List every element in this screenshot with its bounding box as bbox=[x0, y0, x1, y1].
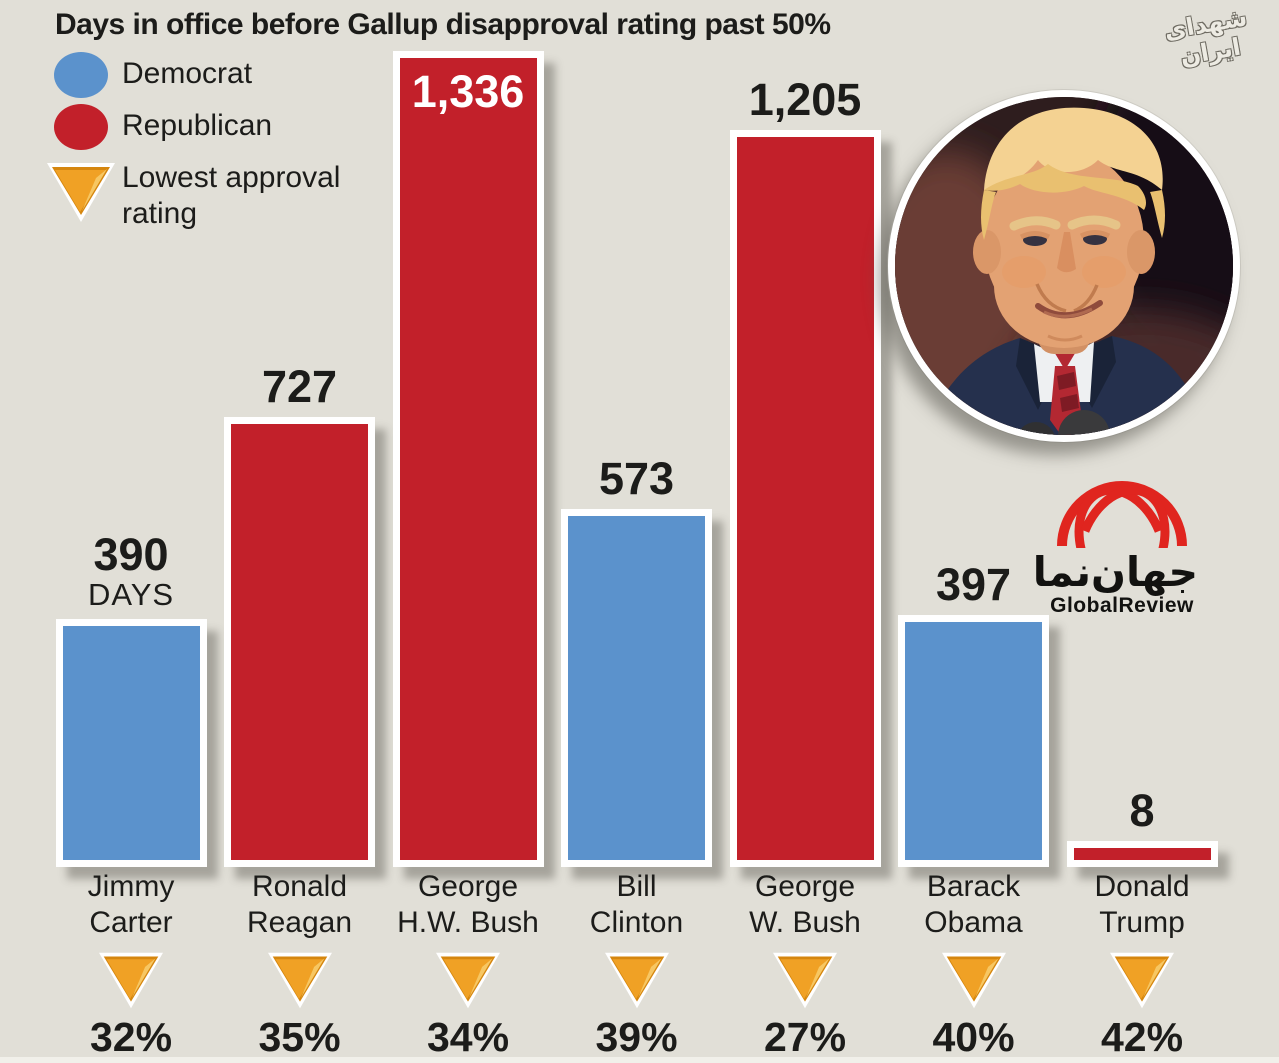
lowest-approval-marker-icon bbox=[431, 948, 505, 1017]
lowest-approval-percentage: 35% bbox=[258, 1014, 341, 1060]
lowest-approval-marker-icon bbox=[94, 948, 168, 1017]
republican-legend-label: Republican bbox=[122, 109, 273, 142]
lowest-approval-percentage: 34% bbox=[426, 1014, 510, 1060]
lowest-approval-marker-icon bbox=[768, 948, 842, 1017]
chart-title: Days in office before Gallup disapproval… bbox=[55, 8, 831, 41]
globalreview-logo: جهان‌نما GlobalReview bbox=[1032, 478, 1198, 618]
trump-photo bbox=[888, 90, 1240, 442]
president-name-line2: Trump bbox=[1099, 906, 1185, 939]
president-name-line2: Carter bbox=[89, 906, 173, 939]
lowest-approval-marker-icon bbox=[263, 948, 337, 1017]
president-name-line1: Donald bbox=[1094, 870, 1190, 903]
lowest-approval-percentage: 27% bbox=[763, 1014, 847, 1060]
republican-legend-swatch bbox=[54, 104, 108, 150]
lowest-approval-marker-icon bbox=[1105, 948, 1179, 1017]
bar-value-label: 390 DAYS bbox=[36, 532, 226, 612]
bar-value-label: 1,336 bbox=[411, 66, 525, 117]
president-name: Bill Clinton bbox=[542, 869, 732, 941]
lowest-approval-percentage: 39% bbox=[595, 1014, 678, 1060]
bar-value-label: 573 bbox=[598, 453, 675, 504]
globe-icon bbox=[1057, 481, 1187, 563]
bar-value-label: 727 bbox=[261, 361, 338, 412]
bar-value-label: 1,205 bbox=[748, 74, 862, 125]
bar-george-wbush bbox=[729, 130, 881, 867]
president-name: Ronald Reagan bbox=[205, 869, 395, 941]
lowest-approval-percentage: 40% bbox=[932, 1014, 1015, 1060]
bottom-border-strip bbox=[0, 1057, 1279, 1063]
lowest-approval-line1: Lowest approval bbox=[122, 161, 341, 194]
bar-jimmy-carter bbox=[55, 619, 207, 867]
president-name: Jimmy Carter bbox=[36, 869, 226, 941]
bar-ronald-reagan bbox=[224, 417, 375, 867]
bar-donald-trump bbox=[1066, 841, 1218, 867]
president-name-line1: Barack bbox=[926, 870, 1021, 903]
lowest-approval-marker-icon bbox=[937, 948, 1011, 1017]
lowest-approval-triangle-icon bbox=[44, 158, 118, 231]
president-name-line2: H.W. Bush bbox=[397, 906, 539, 939]
president-name: George W. Bush bbox=[710, 869, 900, 941]
president-name-line2: Obama bbox=[924, 906, 1023, 939]
president-name-line1: George bbox=[417, 870, 519, 903]
watermark-text: شهدای ایران bbox=[1162, 3, 1250, 71]
days-unit-label: DAYS bbox=[87, 577, 175, 612]
president-name-line2: Reagan bbox=[246, 906, 353, 939]
president-name: Donald Trump bbox=[1047, 869, 1237, 941]
lowest-approval-legend-label: Lowest approval rating bbox=[122, 160, 340, 232]
trump-portrait-illustration bbox=[895, 97, 1233, 435]
democrat-legend-label: Democrat bbox=[122, 57, 253, 90]
president-name-line1: George bbox=[754, 870, 856, 903]
bar-value-label: 397 bbox=[935, 559, 1012, 610]
logo-persian-name: جهان‌نما bbox=[1032, 548, 1198, 596]
president-name: Barack Obama bbox=[879, 869, 1069, 941]
lowest-approval-marker-icon bbox=[600, 948, 674, 1017]
bar-barack-obama bbox=[898, 615, 1049, 867]
logo-latin-name: GlobalReview bbox=[1050, 594, 1194, 617]
bar-george-hwbush bbox=[392, 51, 544, 867]
president-name-line2: Clinton bbox=[589, 906, 684, 939]
lowest-approval-line2: rating bbox=[122, 197, 198, 230]
lowest-approval-percentage: 42% bbox=[1100, 1014, 1184, 1060]
lowest-approval-percentage: 32% bbox=[89, 1014, 173, 1060]
president-name: George H.W. Bush bbox=[373, 869, 563, 941]
president-name-line2: W. Bush bbox=[749, 906, 861, 939]
president-name-line1: Ronald bbox=[251, 870, 348, 903]
democrat-legend-swatch bbox=[54, 52, 108, 98]
president-name-line1: Bill bbox=[616, 870, 657, 903]
bar-bill-clinton bbox=[561, 509, 712, 867]
bar-value-label: 8 bbox=[1129, 785, 1155, 836]
president-name-line1: Jimmy bbox=[87, 870, 175, 903]
